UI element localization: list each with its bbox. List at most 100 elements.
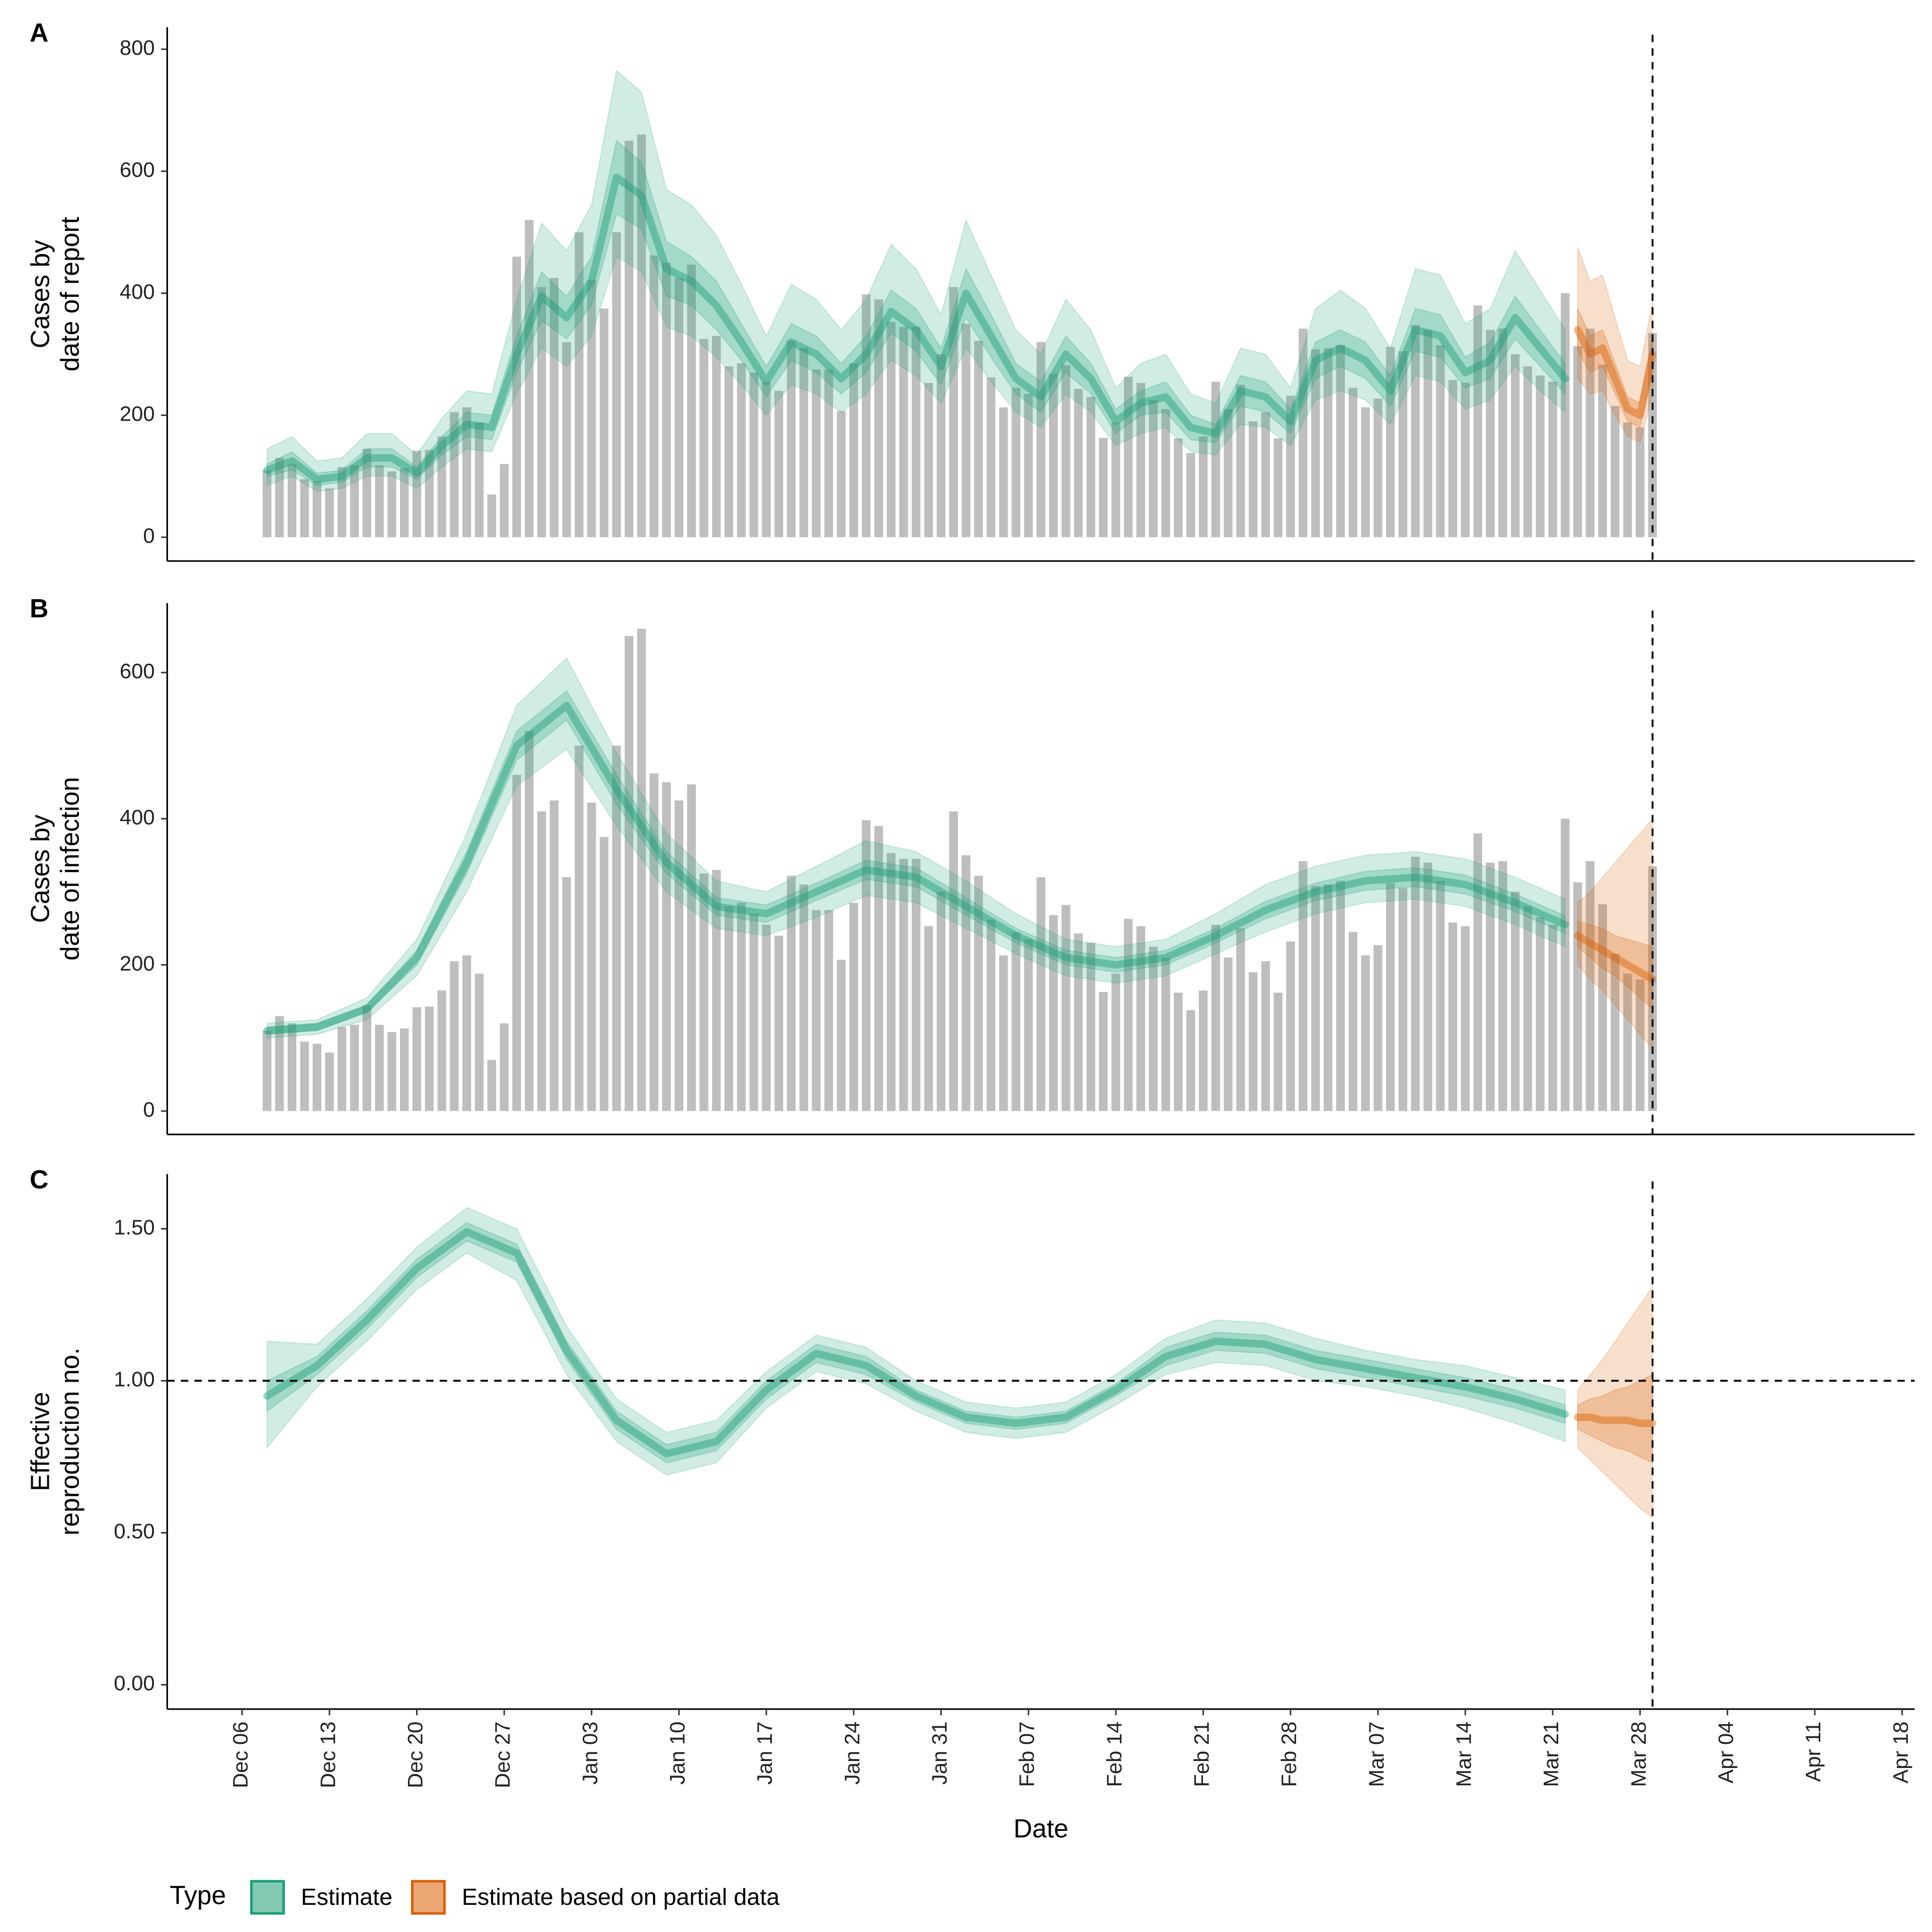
bar (1299, 861, 1308, 1111)
bar (1061, 905, 1071, 1111)
bar (1423, 330, 1432, 537)
bar (312, 481, 321, 537)
bar (1149, 399, 1158, 537)
bar (562, 342, 571, 537)
bar (1323, 348, 1333, 537)
bar (325, 1053, 334, 1111)
y-axis-title: Effective (25, 1392, 54, 1491)
bar (1273, 992, 1282, 1111)
y-axis-title: date of report (55, 217, 84, 371)
y-tick-label: 400 (120, 805, 155, 829)
bar (1011, 387, 1020, 537)
bar (662, 782, 671, 1111)
bar (1136, 926, 1146, 1111)
bar (425, 1006, 434, 1111)
bar (1211, 924, 1220, 1111)
bar (1461, 383, 1470, 537)
bar (437, 436, 446, 537)
bar (1024, 939, 1033, 1111)
bar (1198, 990, 1208, 1111)
y-tick-label: 200 (120, 951, 155, 975)
bar (312, 1043, 321, 1111)
bar (1336, 345, 1345, 537)
bar (487, 1060, 497, 1111)
bar (874, 826, 883, 1111)
bar (1161, 409, 1170, 537)
bar (362, 1005, 371, 1111)
bar (812, 369, 821, 537)
bar (774, 390, 783, 537)
bar (362, 448, 371, 537)
bar (787, 341, 796, 537)
bar (1623, 422, 1632, 537)
bar (787, 875, 796, 1111)
bar (587, 802, 596, 1111)
bar (949, 811, 958, 1111)
y-tick-label: 0 (143, 524, 154, 547)
bar (575, 232, 584, 537)
bar (549, 800, 559, 1111)
bar (1248, 421, 1258, 537)
y-tick-label: 400 (120, 280, 155, 303)
bar (1198, 436, 1208, 537)
bar (1211, 381, 1220, 537)
y-tick-label: 1.50 (114, 1215, 154, 1239)
panel-letter: B (30, 594, 48, 623)
bar (1536, 917, 1545, 1111)
bar (1186, 453, 1195, 537)
y-tick-label: 200 (120, 401, 155, 425)
bar (300, 1041, 309, 1111)
bar (712, 336, 721, 537)
bar (1623, 974, 1632, 1111)
bar (1386, 347, 1395, 537)
bar (1311, 349, 1320, 537)
bar (549, 278, 559, 537)
bars-layer (263, 134, 1657, 1111)
bar (1011, 932, 1020, 1111)
legend-swatch (411, 1880, 446, 1915)
bar (1486, 330, 1495, 537)
bar (1510, 892, 1520, 1111)
bar (1436, 880, 1445, 1111)
bar (587, 280, 596, 537)
y-tick-label: 1.00 (114, 1367, 154, 1391)
ribbons-layer (263, 69, 1656, 1519)
bar (350, 465, 359, 537)
bar (375, 465, 384, 537)
bar (350, 1024, 359, 1111)
bar (824, 910, 833, 1111)
y-axis-title: reproduction no. (55, 1347, 84, 1536)
panel-letter: A (30, 18, 48, 47)
bar (387, 1032, 396, 1111)
bar (961, 324, 971, 537)
bar (525, 731, 534, 1111)
bar (624, 140, 633, 537)
x-tick-label: Mar 21 (1539, 1722, 1563, 1787)
x-tick-label: Dec 13 (316, 1722, 340, 1789)
ribbon-50 (266, 690, 1566, 1035)
bar (799, 348, 809, 537)
bar (1598, 904, 1607, 1111)
bar (1461, 926, 1470, 1111)
bar (325, 488, 334, 537)
x-tick-label: Mar 07 (1364, 1722, 1388, 1787)
x-tick-label: Dec 20 (404, 1722, 427, 1789)
y-tick-label: 600 (120, 157, 155, 181)
bar (1386, 883, 1395, 1111)
bar (1585, 329, 1595, 537)
bar (1061, 365, 1071, 537)
bar (699, 339, 708, 537)
y-tick-label: 800 (120, 36, 155, 59)
x-tick-label: Feb 07 (1015, 1722, 1038, 1787)
bar (1174, 992, 1183, 1111)
bar (1374, 398, 1383, 537)
x-tick-label: Mar 28 (1627, 1722, 1650, 1787)
bar (1361, 955, 1370, 1111)
bar (887, 321, 896, 537)
bar (899, 859, 908, 1111)
bar (263, 1030, 272, 1111)
bar (725, 906, 734, 1111)
bar (375, 1024, 384, 1111)
bar (1074, 933, 1083, 1111)
panel-letter: C (30, 1165, 48, 1194)
